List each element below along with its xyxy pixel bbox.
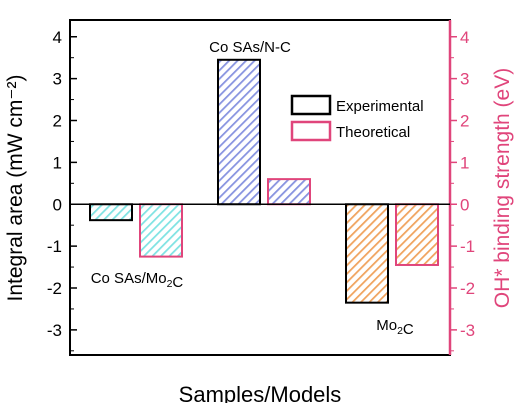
legend-swatch-experimental [290,94,332,116]
left-tick-label: 2 [53,112,62,131]
right-tick-label: -1 [460,237,475,256]
left-axis: 4 3 2 1 0 -1 -2 -3 [47,28,77,352]
left-tick-label: 3 [53,70,62,89]
legend-label-experimental: Experimental [336,98,424,115]
left-tick-label: 1 [53,153,62,172]
right-tick-label: 0 [460,195,469,214]
left-tick-label: -2 [47,279,62,298]
bar-theoretical-mo2c [395,203,439,266]
bar-experimental-co-sas-mo2c [89,203,133,222]
bar-experimental-co-sas-n-c [217,58,261,206]
group-label-co-sas-n-c: Co SAs/N-C [209,39,291,56]
legend-swatch-theoretical [290,120,332,142]
right-tick-label: 4 [460,28,469,47]
y-axis-title-right: OH* binding strength (eV) [491,68,514,308]
right-tick-label: 2 [460,112,469,131]
left-tick-label: 4 [53,28,62,47]
bars-layer [89,58,439,304]
right-tick-label: -2 [460,279,475,298]
group-labels: Co SAs/Mo2C Co SAs/N-C Mo2C [91,39,414,338]
left-tick-label: -1 [47,237,62,256]
right-tick-label: 3 [460,70,469,89]
right-tick-label: 1 [460,153,469,172]
bar-experimental-mo2c [345,203,389,304]
left-tick-label: 0 [53,195,62,214]
legend: Experimental Theoretical [290,94,424,142]
y-axis-title-left: Integral area (mW cm⁻²) [4,75,27,302]
bar-theoretical-co-sas-n-c [267,178,311,206]
group-label-mo2c: Mo2C [376,317,414,338]
group-label-co-sas-mo2c: Co SAs/Mo2C [91,270,184,291]
legend-label-theoretical: Theoretical [336,124,410,141]
x-axis-title: Samples/Models [179,382,342,403]
bar-theoretical-co-sas-mo2c [139,203,183,258]
right-axis: 4 3 2 1 0 -1 -2 -3 [450,28,475,352]
left-tick-label: -3 [47,321,62,340]
right-tick-label: -3 [460,321,475,340]
